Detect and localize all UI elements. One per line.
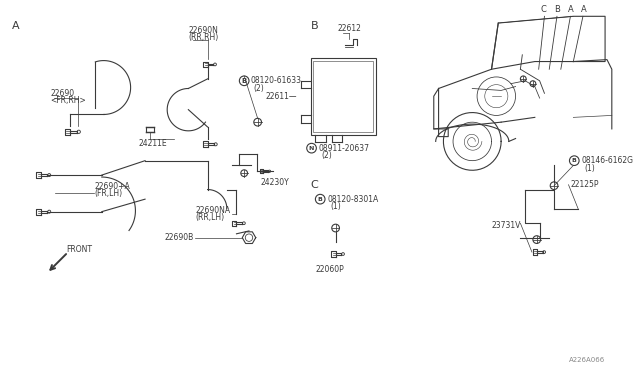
Text: C: C: [310, 180, 318, 190]
Text: 08911-20637: 08911-20637: [318, 144, 369, 153]
Text: 22060P: 22060P: [316, 265, 344, 274]
Text: N: N: [309, 146, 314, 151]
Text: 24211E: 24211E: [138, 139, 167, 148]
Text: 22612: 22612: [337, 24, 362, 33]
Bar: [310, 58, 376, 135]
Text: 22690: 22690: [51, 89, 75, 98]
Text: 08120-61633: 08120-61633: [251, 76, 302, 85]
Text: 08120-8301A: 08120-8301A: [328, 195, 379, 203]
Text: A: A: [581, 5, 587, 15]
Text: B: B: [572, 158, 577, 163]
Text: 08146-6162G: 08146-6162G: [582, 156, 634, 165]
Text: (FR,LH): (FR,LH): [94, 189, 122, 198]
Text: B: B: [318, 197, 323, 202]
Bar: [314, 61, 373, 132]
Text: A: A: [568, 5, 573, 15]
Text: 22690N: 22690N: [188, 26, 218, 35]
Text: A: A: [12, 21, 20, 31]
Text: 22690+A: 22690+A: [94, 182, 130, 191]
Text: (2): (2): [254, 84, 264, 93]
Text: B: B: [310, 21, 318, 31]
Text: 22611—: 22611—: [266, 92, 297, 101]
Text: (RR,LH): (RR,LH): [195, 213, 224, 222]
Text: 24230Y: 24230Y: [260, 178, 289, 187]
Text: C: C: [541, 5, 547, 15]
Text: 23731V: 23731V: [492, 221, 521, 230]
Text: 22690NA: 22690NA: [195, 206, 230, 215]
Text: (2): (2): [321, 151, 332, 160]
Text: 22125P: 22125P: [570, 180, 599, 189]
Text: (1): (1): [585, 164, 596, 173]
Text: FRONT: FRONT: [66, 245, 92, 254]
Text: <FR,RH>: <FR,RH>: [51, 96, 86, 105]
Text: 22690B: 22690B: [164, 233, 193, 242]
Text: B: B: [241, 78, 247, 84]
Text: A226A066: A226A066: [569, 357, 605, 363]
Text: B: B: [554, 5, 560, 15]
Text: (1): (1): [331, 202, 342, 211]
Text: (RR,RH): (RR,RH): [188, 33, 219, 42]
